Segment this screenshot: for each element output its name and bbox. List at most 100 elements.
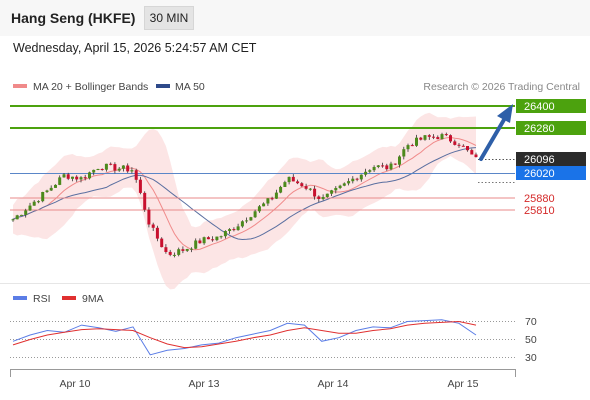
candle-body xyxy=(109,163,113,165)
candle-body xyxy=(313,188,317,197)
candle-body xyxy=(257,206,261,212)
projection-arrow-head xyxy=(497,104,513,123)
candle-body xyxy=(262,203,266,207)
candle-body xyxy=(406,145,410,150)
candle-body xyxy=(15,215,19,220)
candle-body xyxy=(37,201,40,203)
candle-body xyxy=(364,171,368,175)
candle-body xyxy=(49,187,53,191)
candle-body xyxy=(219,236,223,238)
candle-body xyxy=(253,211,257,218)
candle-body xyxy=(75,176,79,180)
candle-body xyxy=(347,181,351,184)
candle-body xyxy=(325,193,329,197)
candle-body xyxy=(283,182,287,187)
candle-body xyxy=(351,178,355,182)
candle-body xyxy=(138,179,142,193)
candle-body xyxy=(28,205,32,211)
candle-body xyxy=(126,165,130,172)
rsi-tick-30: 30 xyxy=(525,352,537,364)
candle-body xyxy=(54,184,57,188)
candle-body xyxy=(317,196,321,199)
instrument-title: Hang Seng (HKFE) xyxy=(11,10,136,26)
candle-body xyxy=(181,249,185,251)
svg-text:26020: 26020 xyxy=(524,168,555,180)
candle-body xyxy=(32,201,36,206)
bollinger-legend-swatch xyxy=(13,84,27,88)
candle-body xyxy=(236,226,240,231)
candle-body xyxy=(474,154,478,158)
candle-body xyxy=(423,135,427,140)
candle-body xyxy=(355,178,359,180)
candle-body xyxy=(321,197,325,200)
candle-body xyxy=(270,198,274,200)
candle-body xyxy=(202,237,206,244)
candle-body xyxy=(249,217,253,221)
x-tick-apr13: Apr 13 xyxy=(189,378,220,390)
candle-body xyxy=(88,172,91,179)
bollinger-band xyxy=(13,112,476,290)
level-label-s2: 25810 xyxy=(524,205,555,217)
candle-body xyxy=(470,150,474,155)
candle-body xyxy=(71,176,74,179)
candle-body xyxy=(381,165,385,167)
candle-body xyxy=(279,186,283,193)
timeframe-badge[interactable]: 30 MIN xyxy=(144,6,194,30)
candle-body xyxy=(58,177,62,185)
candle-body xyxy=(164,247,168,252)
candle-body xyxy=(117,168,121,171)
candle-body xyxy=(453,141,457,145)
level-label-s1: 25880 xyxy=(524,193,555,205)
level-label-r2: 26280 xyxy=(516,121,586,135)
candle-body xyxy=(389,163,393,170)
candle-body xyxy=(342,183,346,186)
candle-body xyxy=(410,145,414,147)
candle-body xyxy=(376,165,380,167)
projection-arrow-shaft xyxy=(479,116,507,161)
datetime-label: Wednesday, April 15, 2026 5:24:57 AM CET xyxy=(13,41,257,55)
candle-body xyxy=(155,227,159,239)
candle-body xyxy=(240,221,244,227)
candle-body xyxy=(194,240,198,249)
candle-body xyxy=(20,214,23,216)
rsi-ma-line xyxy=(12,320,477,349)
candle-body xyxy=(45,190,49,192)
candle-body xyxy=(457,144,461,146)
candle-body xyxy=(385,165,389,170)
candle-body xyxy=(130,170,134,172)
svg-text:26096: 26096 xyxy=(524,154,555,166)
candle-body xyxy=(304,186,308,189)
chart-header: Hang Seng (HKFE) 30 MIN xyxy=(0,0,590,36)
candle-body xyxy=(211,239,215,241)
candle-body xyxy=(96,169,100,170)
candle-body xyxy=(296,181,300,184)
candle-body xyxy=(359,174,363,180)
level-label-current: 26096 xyxy=(516,152,586,166)
candlestick-series xyxy=(11,132,478,258)
rsi-tick-70: 70 xyxy=(525,316,537,328)
candle-body xyxy=(291,176,295,182)
bollinger-layer xyxy=(12,112,477,290)
candle-body xyxy=(177,249,181,255)
rsi-ma-legend-label: 9MA xyxy=(82,293,104,305)
rsi-tick-50: 50 xyxy=(525,334,537,346)
candle-body xyxy=(444,134,448,136)
candle-body xyxy=(185,249,189,251)
candle-body xyxy=(143,192,147,210)
rsi-legend-swatch xyxy=(13,296,27,300)
svg-text:26280: 26280 xyxy=(524,123,555,135)
candle-body xyxy=(215,236,219,241)
candle-body xyxy=(266,198,270,204)
candle-body xyxy=(274,192,278,199)
candle-body xyxy=(300,183,304,187)
candle-body xyxy=(100,169,104,170)
candle-body xyxy=(398,156,401,165)
candle-body xyxy=(83,177,87,179)
candle-body xyxy=(160,238,164,248)
x-tick-apr14: Apr 14 xyxy=(318,378,349,390)
copyright-label: Research © 2026 Trading Central xyxy=(423,81,580,93)
candle-body xyxy=(245,220,249,222)
candle-body xyxy=(232,229,236,231)
candle-body xyxy=(427,135,431,137)
x-tick-apr10: Apr 10 xyxy=(60,378,91,390)
